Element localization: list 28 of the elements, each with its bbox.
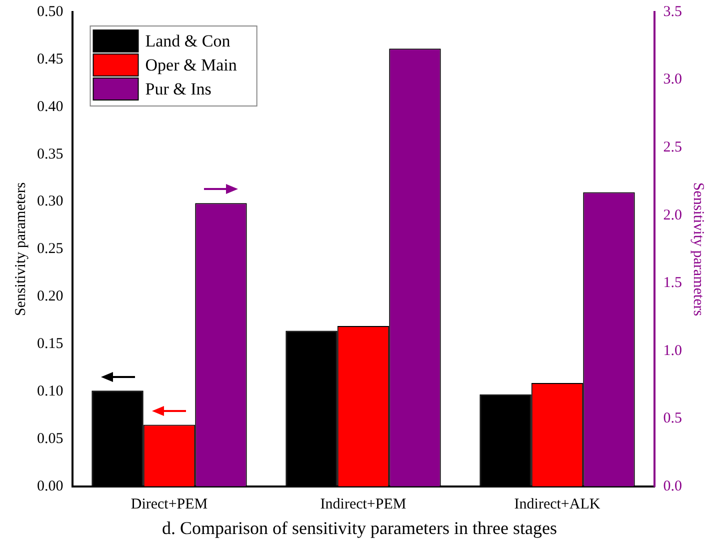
y2-axis-title: Sensitivity parameters bbox=[690, 182, 706, 316]
legend-label: Oper & Main bbox=[145, 55, 238, 74]
y2-tick-label: 1.0 bbox=[663, 342, 682, 359]
y2-tick-label: 1.5 bbox=[663, 275, 682, 292]
y2-tick-label: 0.5 bbox=[663, 410, 682, 427]
y-tick-label: 0.05 bbox=[37, 430, 64, 447]
y2-tick-label: 2.5 bbox=[663, 139, 682, 156]
legend-label: Land & Con bbox=[145, 31, 231, 50]
y-tick-label: 0.00 bbox=[37, 478, 64, 494]
y-axis-title: Sensitivity parameters bbox=[12, 182, 29, 316]
text: d. Comparison of sensitivity parameters in three stages bbox=[162, 518, 557, 538]
y-tick-label: 0.15 bbox=[37, 336, 64, 352]
y-tick-label: 0.20 bbox=[37, 288, 64, 305]
y2-tick-label: 3.0 bbox=[663, 72, 682, 88]
x-tick-label: Direct+PEM bbox=[130, 496, 208, 512]
x-tick-label: Indirect+ALK bbox=[514, 496, 600, 512]
y-tick-label: 0.45 bbox=[37, 51, 64, 68]
y-tick-label: 0.30 bbox=[37, 194, 64, 210]
y-tick-label: 0.35 bbox=[37, 146, 64, 162]
y-tick-label: 0.10 bbox=[37, 383, 64, 400]
y2-tick-label: 2.0 bbox=[663, 207, 682, 224]
y2-tick-label: 3.5 bbox=[663, 4, 682, 20]
y2-tick-label: 0.0 bbox=[663, 478, 682, 494]
legend-label: Pur & Ins bbox=[145, 79, 212, 98]
y-tick-label: 0.40 bbox=[37, 98, 64, 115]
x-tick-label: Indirect+PEM bbox=[320, 496, 406, 512]
y-tick-label: 0.50 bbox=[37, 4, 64, 20]
y-tick-label: 0.25 bbox=[37, 241, 64, 258]
